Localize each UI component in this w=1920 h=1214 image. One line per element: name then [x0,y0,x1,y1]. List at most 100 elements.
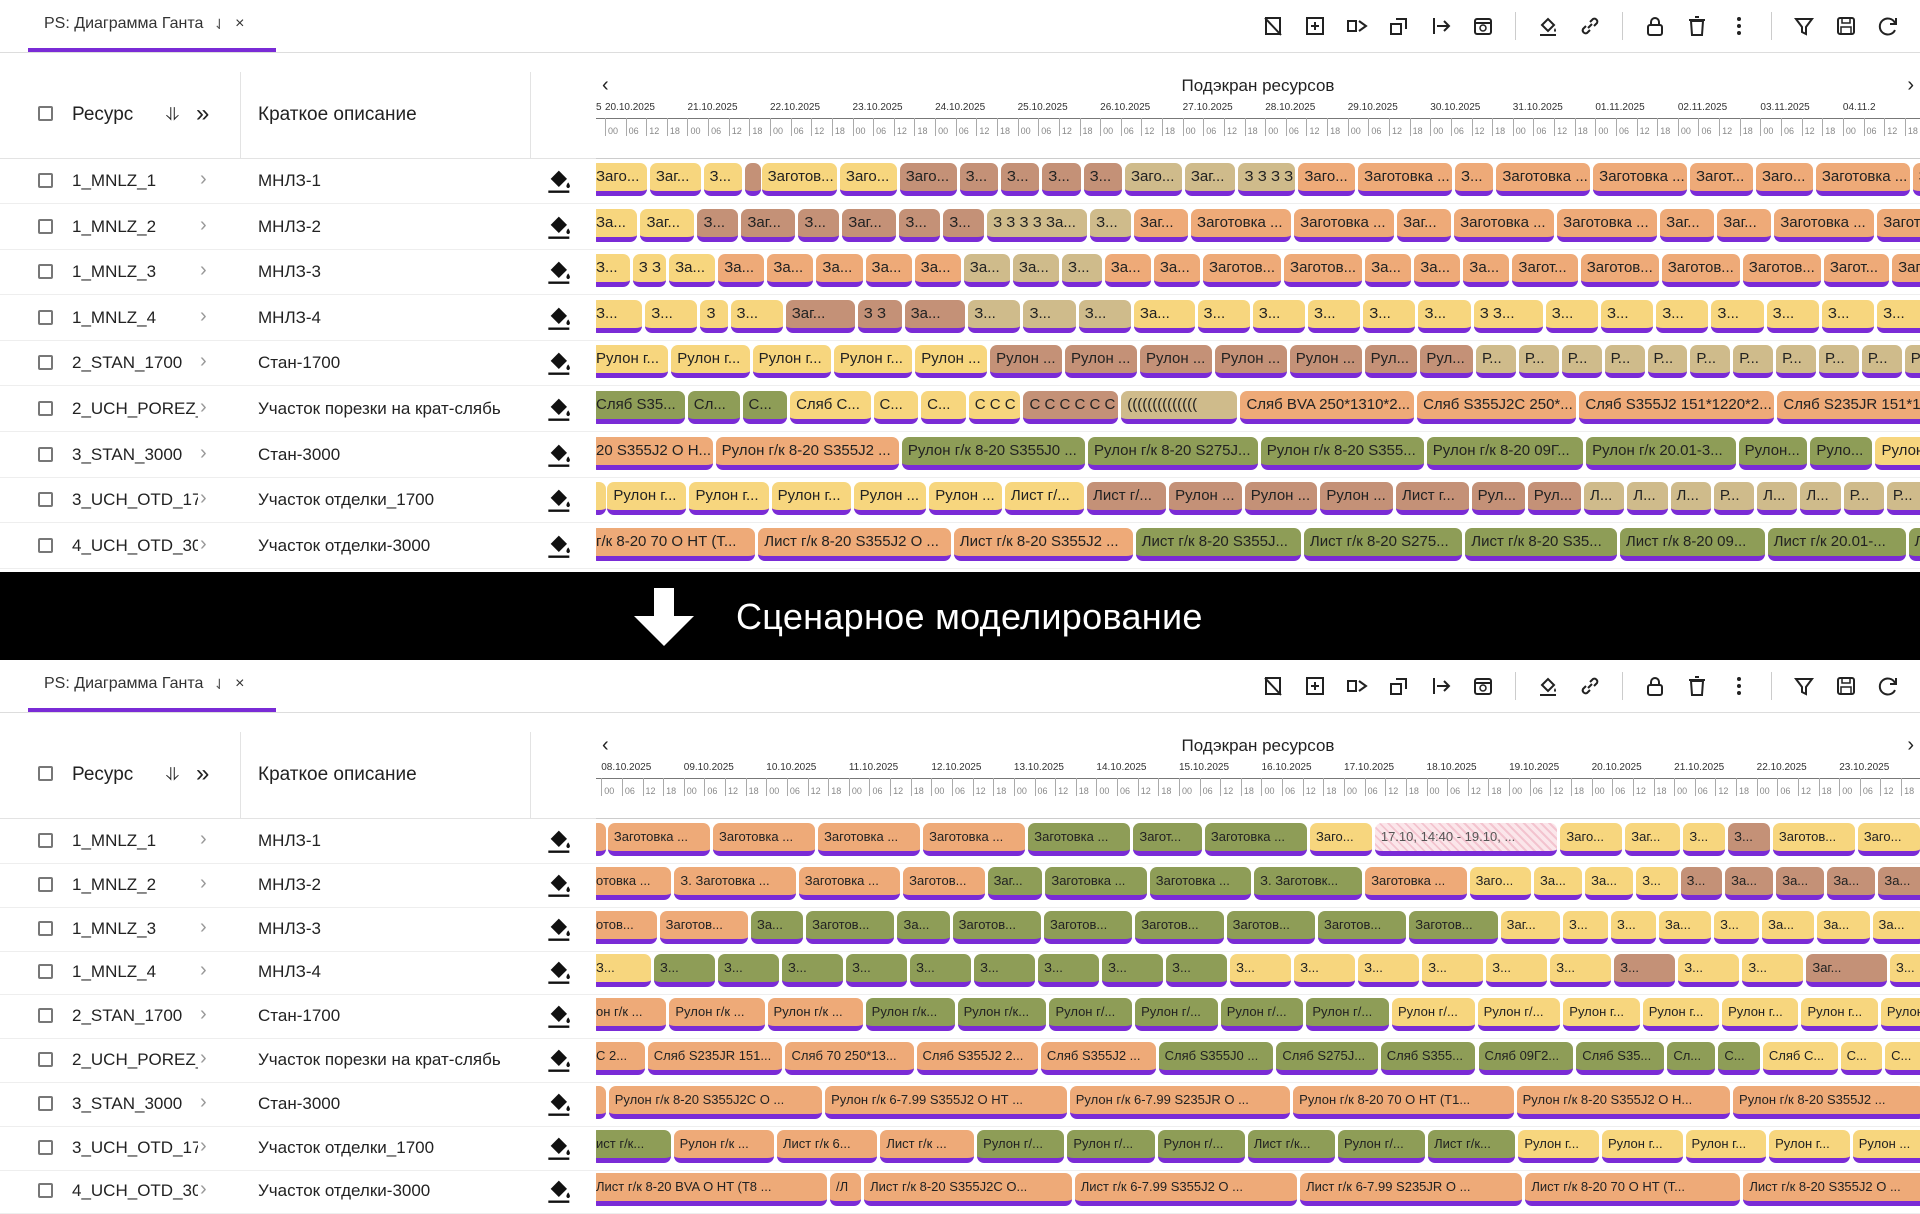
gantt-task-bar[interactable]: З... [654,954,716,988]
gantt-task-bar[interactable]: З... [1728,823,1770,856]
gantt-task-bar[interactable]: З... [959,163,998,196]
gantt-task-bar[interactable]: З... [1090,208,1131,242]
gantt-task-bar[interactable]: Заготовка ... [607,823,710,856]
gantt-task-bar[interactable]: Заготовка ... [1365,866,1467,900]
gantt-task-bar[interactable]: З... [1889,954,1920,988]
gantt-task-bar[interactable]: Лист г/к 8-20 S35... [1465,527,1617,561]
gantt-task-bar[interactable]: Рулон г/... [1337,1129,1426,1163]
gantt-task-bar[interactable]: Рулон г... [596,345,669,379]
row-checkbox[interactable] [38,537,53,553]
gantt-task-bar[interactable]: Рул... [1471,482,1525,516]
gantt-task-bar[interactable]: Заготов... [1044,910,1133,944]
row-checkbox[interactable] [38,355,53,371]
merge-button[interactable] [1383,670,1415,702]
gantt-task-bar[interactable] [596,1085,606,1119]
calendar-refresh-button[interactable] [1467,670,1499,702]
gantt-task-bar[interactable]: Заготов... [761,163,837,196]
sort-icon[interactable]: ⥥ [166,104,180,124]
save-button[interactable] [1830,10,1862,42]
resource-row[interactable]: 2_UCH_POREZ_3› Участок порезки на крат-сл… [0,1037,1920,1083]
gantt-task-bar[interactable]: Сляб С... [790,391,871,424]
gantt-task-bar[interactable]: Заготов... [952,910,1041,944]
chevron-right-icon[interactable]: › [200,304,207,327]
resource-row[interactable]: 3_STAN_3000 › Стан-3000 20 S355J2 O H... Рул… [0,432,1920,478]
gantt-task-bar[interactable]: Рулон г/к ... [767,998,863,1032]
split-button[interactable] [1341,10,1373,42]
paint-bucket-button[interactable] [1532,10,1564,42]
gantt-task-bar[interactable]: Сляб С... [1762,1042,1838,1075]
gantt-task-bar[interactable]: За... [1725,866,1774,900]
gantt-task-bar[interactable]: отов... [596,910,657,944]
gantt-task-bar[interactable]: С... [1885,1042,1920,1075]
gantt-task-bar[interactable]: З З [632,254,667,288]
gantt-task-bar[interactable]: Сляб S355J2 151*1220*2... [1579,391,1775,424]
gantt-task-bar[interactable]: Заг... [987,866,1043,900]
gantt-task-bar[interactable]: Рулон г/к 8-20 S355J2 ... [1733,1085,1920,1119]
gantt-task-bar[interactable]: Заг... [1806,954,1887,988]
link-button[interactable] [1574,10,1606,42]
row-color-button[interactable] [546,870,574,903]
gantt-task-bar[interactable]: З... [1230,954,1292,988]
gantt-task-bar[interactable]: Заготовка ... [818,823,921,856]
row-checkbox[interactable] [38,446,53,462]
gantt-task-bar[interactable]: Заготов... [1226,910,1315,944]
gantt-task-bar[interactable]: Рулон г/... [1067,1129,1155,1163]
gantt-task-bar[interactable]: Рулон г/... [1049,998,1133,1032]
gantt-task-bar[interactable]: Рулон г/к... [957,998,1047,1032]
gantt-task-bar[interactable]: З... [1821,299,1875,333]
gantt-task-bar[interactable]: Сляб S35... [1576,1042,1665,1075]
gantt-task-bar[interactable]: Рулон ... [990,345,1063,379]
gantt-task-bar[interactable]: Лист г/к 8-20 S355J2C О... [864,1173,1072,1207]
chevron-right-icon[interactable]: › [200,1178,207,1201]
chevron-right-icon[interactable]: › [200,915,207,938]
expand-all-icon[interactable]: » [196,100,210,127]
row-color-button[interactable] [546,1133,574,1166]
gantt-task-bar[interactable]: З З З З [1238,163,1296,196]
chevron-right-icon[interactable]: › [200,259,207,282]
chevron-right-icon[interactable]: › [200,487,207,510]
close-icon[interactable]: × [235,15,245,32]
chevron-right-icon[interactable]: › [200,1090,207,1113]
gantt-task-bar[interactable]: Заготовка ... [1557,208,1658,242]
row-checkbox[interactable] [38,264,53,280]
gantt-task-bar[interactable]: Р... [1776,345,1816,379]
gantt-task-bar[interactable]: Заготов... [1772,823,1855,856]
gantt-task-bar[interactable]: Рулон г/к... [865,998,955,1032]
gantt-task-bar[interactable]: За... [1762,910,1815,944]
timeline-next-icon[interactable]: › [1907,74,1914,96]
gantt-task-bar[interactable]: С... [1718,1042,1760,1075]
gantt-task-bar[interactable]: Заг... [1717,208,1772,242]
gantt-task-bar[interactable]: Л... [1670,482,1711,516]
select-all-checkbox[interactable] [38,766,53,781]
row-color-button[interactable] [546,957,574,990]
gantt-task-bar[interactable]: Л... [1627,482,1668,516]
gantt-task-bar[interactable]: За... [718,254,765,288]
gantt-task-bar[interactable]: Заготовка ... [1496,163,1591,196]
resource-row[interactable]: 1_MNLZ_3 › МНЛЗ-3 З... З З За... За... За... За.… [0,249,1920,296]
gantt-task-bar[interactable]: За... [904,299,966,333]
gantt-task-bar[interactable]: З... [697,208,739,242]
gantt-task-bar[interactable]: З... [1252,299,1305,333]
row-checkbox[interactable] [38,173,53,188]
gantt-task-bar[interactable]: За... [1878,866,1920,900]
link-button[interactable] [1574,670,1606,702]
row-color-button[interactable] [546,1001,574,1034]
gantt-task-bar[interactable]: Рулон ... [1880,998,1920,1032]
gantt-task-bar[interactable]: За... [767,254,814,288]
gantt-task-bar[interactable]: Лист г/... [1087,482,1167,516]
gantt-task-bar[interactable]: Заготовка ... [1454,208,1555,242]
gantt-task-bar[interactable]: Рулон г/к 8-20 09Г... [1426,436,1584,470]
gantt-task-bar[interactable]: Заг... [1500,910,1561,944]
gantt-task-bar[interactable]: Лист г/к 8-20 S355J... [1135,527,1301,561]
gantt-task-bar[interactable]: За... [1776,866,1825,900]
resource-row[interactable]: 2_UCH_POREZ_3› Участок порезки на крат-сл… [0,386,1920,432]
gantt-task-bar[interactable]: З... [596,254,630,288]
gantt-task-bar[interactable]: Рулон г/к 6-7.99 S355J2 О НТ ... [825,1085,1067,1119]
gantt-task-bar[interactable]: Р... [1604,345,1645,379]
gantt-task-bar[interactable]: С... [742,391,788,424]
pin-icon[interactable]: ⇃ [213,675,226,692]
row-checkbox[interactable] [38,964,53,980]
filter-button[interactable] [1788,670,1820,702]
gantt-task-bar[interactable]: Рулон г/к 8-20 S355J0 ... [901,436,1086,470]
resource-row[interactable]: 1_MNLZ_4 › МНЛЗ-4 З... З... З... З... З... З... З… [0,949,1920,996]
